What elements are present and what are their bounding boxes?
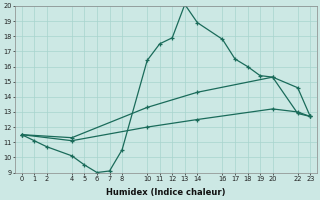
X-axis label: Humidex (Indice chaleur): Humidex (Indice chaleur) [106,188,226,197]
